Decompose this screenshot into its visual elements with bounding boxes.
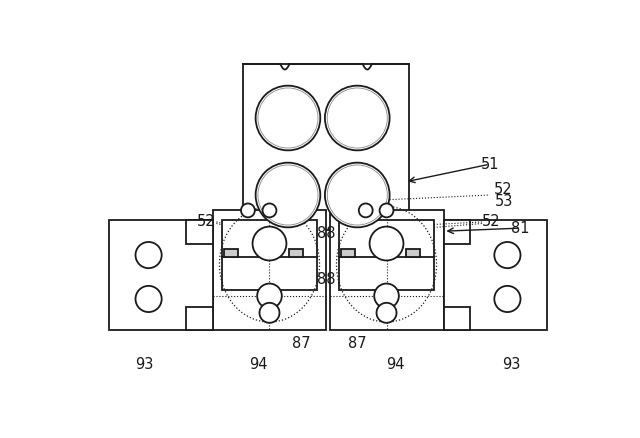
Circle shape [374, 283, 399, 308]
Circle shape [258, 165, 318, 225]
Circle shape [369, 226, 403, 261]
Bar [243, 64, 409, 230]
Bar [289, 249, 303, 257]
Text: 52: 52 [494, 182, 513, 197]
Circle shape [241, 204, 255, 217]
Text: 53: 53 [494, 194, 513, 208]
Circle shape [257, 283, 282, 308]
Text: 94: 94 [250, 357, 268, 372]
Text: 52: 52 [197, 215, 216, 230]
Bar [221, 220, 317, 290]
Text: 88: 88 [317, 272, 336, 287]
Bar [186, 307, 212, 330]
Bar [224, 249, 238, 257]
Bar [330, 210, 444, 330]
Circle shape [359, 204, 372, 217]
Text: 88: 88 [317, 226, 336, 241]
Circle shape [136, 242, 162, 268]
Circle shape [259, 303, 280, 323]
Circle shape [255, 86, 320, 150]
Text: 86: 86 [353, 213, 372, 228]
Circle shape [380, 204, 394, 217]
Text: 87: 87 [292, 336, 310, 351]
Bar [406, 249, 420, 257]
Bar [212, 210, 326, 330]
Circle shape [253, 226, 287, 261]
Circle shape [258, 88, 318, 148]
Bar [339, 220, 435, 290]
Circle shape [136, 286, 162, 312]
Text: 94: 94 [387, 357, 405, 372]
Circle shape [255, 162, 320, 227]
Text: 86: 86 [287, 213, 305, 228]
Circle shape [327, 88, 387, 148]
Circle shape [262, 204, 276, 217]
Bar [444, 307, 470, 330]
Text: 51: 51 [481, 157, 499, 172]
Bar [109, 220, 212, 330]
Circle shape [325, 162, 390, 227]
Bar [444, 220, 470, 244]
Text: 52: 52 [482, 215, 500, 230]
Circle shape [494, 286, 520, 312]
Text: 93: 93 [136, 357, 154, 372]
Text: 87: 87 [348, 336, 367, 351]
Circle shape [494, 242, 520, 268]
Bar [341, 249, 355, 257]
Bar [444, 220, 547, 330]
Circle shape [376, 303, 397, 323]
Text: 93: 93 [502, 357, 520, 372]
Bar [186, 220, 212, 244]
Circle shape [325, 86, 390, 150]
Circle shape [327, 165, 387, 225]
Text: 81: 81 [511, 221, 530, 236]
